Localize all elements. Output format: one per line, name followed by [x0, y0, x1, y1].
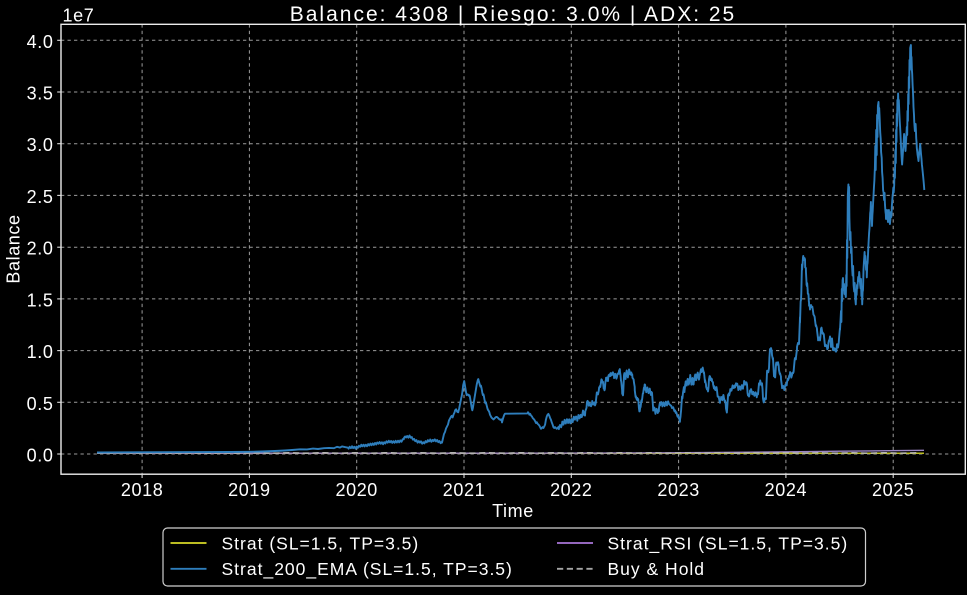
svg-text:2020: 2020 [335, 480, 377, 500]
svg-text:2018: 2018 [121, 480, 163, 500]
svg-text:2025: 2025 [872, 480, 914, 500]
svg-text:Strat_200_EMA (SL=1.5, TP=3.5): Strat_200_EMA (SL=1.5, TP=3.5) [222, 559, 513, 580]
svg-text:1e7: 1e7 [63, 6, 95, 26]
svg-text:Strat_RSI (SL=1.5, TP=3.5): Strat_RSI (SL=1.5, TP=3.5) [608, 533, 849, 554]
svg-text:2023: 2023 [657, 480, 699, 500]
svg-text:0.0: 0.0 [27, 446, 54, 466]
svg-text:2024: 2024 [765, 480, 807, 500]
svg-text:Strat (SL=1.5, TP=3.5): Strat (SL=1.5, TP=3.5) [222, 533, 420, 553]
svg-text:4.0: 4.0 [27, 32, 54, 52]
svg-text:3.5: 3.5 [27, 84, 54, 104]
svg-text:Time: Time [492, 501, 534, 521]
svg-text:1.5: 1.5 [27, 290, 54, 310]
svg-text:3.0: 3.0 [27, 135, 54, 155]
svg-text:2.5: 2.5 [27, 187, 54, 207]
svg-text:2.0: 2.0 [27, 239, 54, 259]
svg-text:2019: 2019 [228, 480, 270, 500]
svg-text:Balance: 4308 | Riesgo: 3.0% |: Balance: 4308 | Riesgo: 3.0% | ADX: 25 [290, 3, 736, 26]
svg-text:0.5: 0.5 [27, 394, 54, 414]
svg-text:2021: 2021 [443, 480, 485, 500]
svg-text:2022: 2022 [550, 480, 592, 500]
svg-text:Buy & Hold: Buy & Hold [608, 559, 706, 579]
svg-text:1.0: 1.0 [27, 342, 54, 362]
svg-text:Balance: Balance [4, 214, 24, 283]
